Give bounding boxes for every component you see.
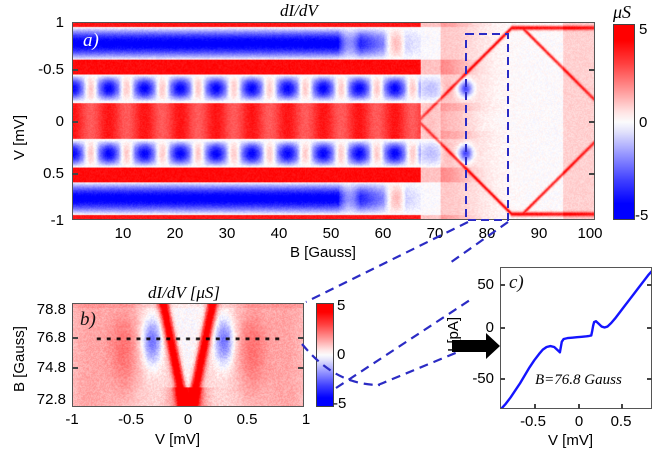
panel-b-ytick-1: 76.8	[36, 329, 66, 346]
panel-a-ytickmark-1	[72, 69, 78, 71]
panel-a-xtick-9: 100	[577, 225, 603, 242]
panel-a-ytick-4: -1	[50, 212, 64, 229]
panel-c-xlabel: V [mV]	[548, 432, 594, 449]
panel-c-tag: c)	[509, 272, 524, 293]
panel-b-tag: b)	[80, 309, 96, 330]
panel-a-heatmap	[73, 23, 594, 219]
panel-b-xlabel: V [mV]	[155, 431, 201, 448]
panel-c-ytickmark-r0	[647, 284, 652, 286]
panel-b-ytickmark-1	[72, 337, 78, 339]
panel-c-xtick-1: 0	[574, 413, 584, 430]
panel-a-colorbar-min: -5	[635, 207, 649, 224]
panel-a-xlabel: B [Gauss]	[290, 244, 356, 261]
panel-a-xtick-6: 70	[426, 225, 444, 242]
panel-b-title: dI/dV [μS]	[148, 283, 220, 302]
panel-c-xtick-2: 0.5	[610, 413, 632, 430]
panel-a-xtick-7: 80	[478, 225, 496, 242]
panel-c-curve	[501, 270, 651, 408]
panel-c-iv-curve	[501, 270, 651, 408]
panel-a-tag: a)	[83, 30, 99, 51]
panel-b-ytickmark-r1	[298, 337, 304, 339]
panel-b-ytickmark-r2	[298, 367, 304, 369]
panel-c-xtick-0: -0.5	[520, 413, 546, 430]
panel-a-ytick-2: 0	[55, 113, 64, 130]
panel-a-colorbar-mid: 0	[639, 114, 648, 131]
panel-b-ytick-3: 72.8	[36, 391, 66, 408]
panel-c-ylabel: I [pA]	[445, 316, 462, 352]
panel-a-colorbar	[613, 24, 635, 220]
panel-a-xtick-0: 10	[114, 225, 132, 242]
panel-c-ytick-2: -50	[472, 370, 494, 387]
panel-c-ytickmark-2	[500, 378, 505, 380]
panel-a-colorbar-max: 5	[639, 21, 648, 38]
panel-a-ytickmark-r2	[589, 121, 595, 123]
panel-a-ytick-3: 0.5	[43, 165, 64, 182]
panel-c-ytickmark-0	[500, 284, 505, 286]
panel-b-ytick-2: 74.8	[36, 359, 66, 376]
panel-b-ylabel: B [Gauss]	[11, 326, 28, 392]
panel-a-title: dI/dV	[280, 1, 318, 20]
panel-c-xtickmark-1	[578, 404, 580, 409]
panel-a-ytickmark-r3	[589, 173, 595, 175]
panel-a-ytickmark-3	[72, 173, 78, 175]
panel-a-ytickmark-r1	[589, 69, 595, 71]
panel-b-colorbar-max: 5	[337, 297, 346, 314]
panel-a-ytick-0: 1	[55, 14, 64, 31]
panel-a-xtick-1: 20	[166, 225, 184, 242]
panel-c-ytick-0: 50	[477, 276, 494, 293]
panel-b-xtick-0: -1	[65, 411, 79, 428]
panel-a-plot	[72, 22, 595, 220]
panel-a-xtick-4: 50	[322, 225, 340, 242]
panel-b-xtick-4: 1	[301, 411, 311, 428]
panel-c-ytick-1: 0	[485, 319, 494, 336]
panel-a-xtick-5: 60	[374, 225, 392, 242]
panel-c-ytickmark-1	[500, 327, 505, 329]
panel-b-colorbar-min: -5	[333, 395, 347, 412]
panel-c-xtickmark-0	[534, 404, 536, 409]
panel-b-xtick-3: 0.5	[236, 411, 258, 428]
panel-c-plot	[500, 267, 652, 409]
panel-a-xtick-8: 90	[530, 225, 548, 242]
panel-a-xtick-3: 40	[270, 225, 288, 242]
panel-a-colorbar-unit: μS	[613, 2, 632, 22]
panel-b-ytick-0: 78.8	[36, 301, 66, 318]
panel-b-colorbar	[316, 303, 334, 407]
panel-b-xtick-2: 0	[183, 411, 193, 428]
panel-a-ytickmark-2	[72, 121, 78, 123]
panel-a-ytick-1: -0.5	[38, 61, 64, 78]
panel-c-xtickmark-2	[621, 404, 623, 409]
panel-b-plot	[72, 303, 304, 407]
panel-a-ylabel: V [mV]	[11, 114, 28, 160]
panel-c-annotation: B=76.8 Gauss	[535, 372, 622, 388]
panel-c-ytickmark-r2	[647, 378, 652, 380]
panel-b-colorbar-mid: 0	[337, 346, 346, 363]
panel-c-ytickmark-r1	[647, 327, 652, 329]
panel-b-xtick-1: -0.5	[118, 411, 144, 428]
panel-b-ytickmark-2	[72, 367, 78, 369]
panel-a-xtick-2: 30	[218, 225, 236, 242]
